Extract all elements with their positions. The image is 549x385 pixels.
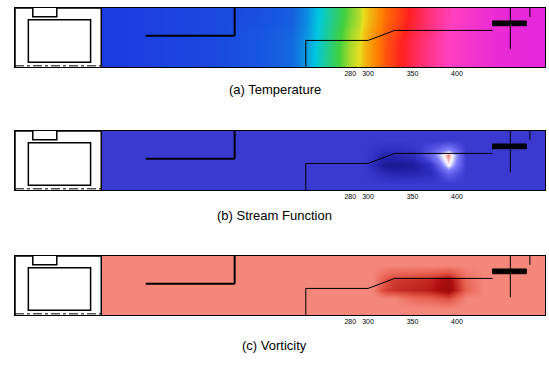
- svg-text:280: 280: [344, 70, 356, 77]
- svg-text:400: 400: [451, 318, 463, 325]
- svg-text:300: 300: [362, 70, 374, 77]
- svg-text:400: 400: [451, 70, 463, 77]
- svg-text:300: 300: [362, 318, 374, 325]
- svg-text:280: 280: [344, 193, 356, 200]
- svg-text:(a) Temperature: (a) Temperature: [229, 82, 321, 97]
- svg-text:350: 350: [407, 193, 419, 200]
- svg-text:(c) Vorticity: (c) Vorticity: [242, 338, 307, 353]
- svg-text:400: 400: [451, 193, 463, 200]
- svg-text:350: 350: [407, 70, 419, 77]
- svg-text:300: 300: [362, 193, 374, 200]
- svg-text:(b) Stream Function: (b) Stream Function: [217, 208, 332, 223]
- svg-text:350: 350: [407, 318, 419, 325]
- svg-text:280: 280: [344, 318, 356, 325]
